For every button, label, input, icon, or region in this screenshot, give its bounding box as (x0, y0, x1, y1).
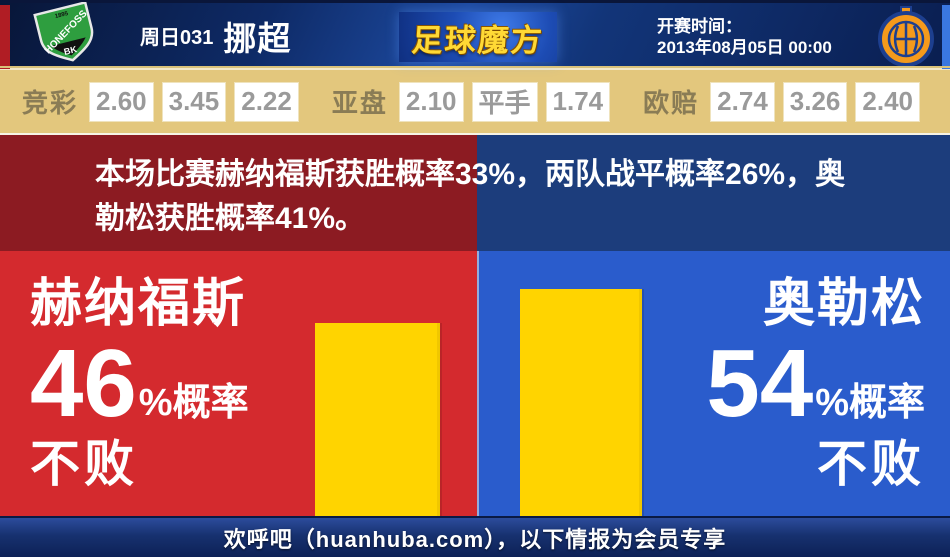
probability-summary-text: 本场比赛赫纳福斯获胜概率33%，两队战平概率26%，奥 勒松获胜概率41%。 (95, 153, 865, 241)
odds-row: 竞彩 2.60 3.45 2.22 亚盘 2.10 平手 1.74 欧赔 2.7… (0, 68, 950, 135)
right-edge-accent (942, 5, 950, 69)
odds-value-away[interactable]: 1.74 (545, 81, 611, 122)
site-logo-text: 足球魔方 (410, 22, 546, 58)
odds-value-away[interactable]: 2.40 (855, 81, 920, 122)
odds-group-yapan: 亚盘 2.10 平手 1.74 (331, 81, 611, 122)
odds-handicap[interactable]: 平手 (471, 81, 538, 122)
home-probability-line: 46 %概率 (30, 330, 249, 437)
match-info: 周日031 挪超 (140, 12, 291, 60)
away-prediction-text: 奥勒松 54 %概率 不败 (706, 273, 925, 493)
home-result-label: 不败 (30, 436, 138, 492)
odds-value-draw[interactable]: 3.26 (782, 81, 848, 122)
home-probability-suffix: %概率 (138, 382, 249, 424)
odds-label: 亚盘 (331, 88, 388, 118)
odds-value-away[interactable]: 2.22 (234, 81, 299, 122)
prediction-area: 赫纳福斯 46 %概率 不败 奥勒松 54 %概率 不败 (0, 251, 950, 516)
odds-value-home[interactable]: 2.74 (710, 81, 775, 122)
kickoff-datetime: 2013年08月05日 00:00 (657, 38, 832, 57)
odds-label: 竞彩 (22, 88, 79, 118)
probability-summary-line2: 勒松获胜概率41%。 (95, 202, 366, 235)
away-team-logo-aalesund (874, 6, 938, 73)
away-probability-suffix: %概率 (815, 382, 925, 424)
match-code: 周日031 (140, 27, 214, 49)
svg-text:1895: 1895 (54, 11, 69, 20)
away-probability-bar (520, 289, 642, 516)
away-result-label: 不败 (817, 436, 925, 492)
probability-summary-line1: 本场比赛赫纳福斯获胜概率33%，两队战平概率26%，奥 (95, 158, 846, 191)
odds-label: 欧赔 (643, 88, 700, 118)
away-probability-line: 54 %概率 (706, 330, 925, 437)
banner-home-background (0, 135, 477, 251)
league-name: 挪超 (223, 19, 292, 57)
left-edge-accent (0, 5, 10, 69)
away-prediction-panel: 奥勒松 54 %概率 不败 (477, 251, 950, 516)
odds-group-oupei: 欧赔 2.74 3.26 2.40 (643, 81, 920, 122)
kickoff-label: 开赛时间： (657, 17, 742, 36)
home-team-name: 赫纳福斯 (30, 275, 247, 333)
home-prediction-panel: 赫纳福斯 46 %概率 不败 (0, 251, 477, 516)
odds-value-home[interactable]: 2.10 (398, 81, 464, 122)
home-probability-bar (315, 323, 440, 516)
home-prediction-text: 赫纳福斯 46 %概率 不败 (30, 273, 249, 493)
odds-value-draw[interactable]: 3.45 (161, 81, 227, 122)
home-team-logo-honefoss: 1895 HONEFOSS BK (20, 0, 112, 69)
banner-away-background (477, 135, 950, 251)
site-logo: 足球魔方 (399, 12, 557, 62)
footer-bar: 欢呼吧（huanhuba.com），以下情报为会员专享 (0, 516, 950, 557)
footer-promo-text: 欢呼吧（huanhuba.com），以下情报为会员专享 (223, 526, 727, 552)
svg-text:BK: BK (63, 44, 79, 57)
probability-banner: 本场比赛赫纳福斯获胜概率33%，两队战平概率26%，奥 勒松获胜概率41%。 (0, 135, 950, 251)
header: 1895 HONEFOSS BK 周日031 挪超 足球魔方 开赛时间： 201… (0, 0, 950, 69)
kickoff-time-block: 开赛时间： 2013年08月05日 00:00 (657, 16, 832, 58)
away-probability-value: 54 (706, 330, 814, 437)
away-team-name: 奥勒松 (762, 275, 925, 333)
home-probability-value: 46 (30, 330, 137, 437)
odds-value-home[interactable]: 2.60 (89, 81, 154, 122)
odds-group-jingcai: 竞彩 2.60 3.45 2.22 (22, 81, 299, 122)
